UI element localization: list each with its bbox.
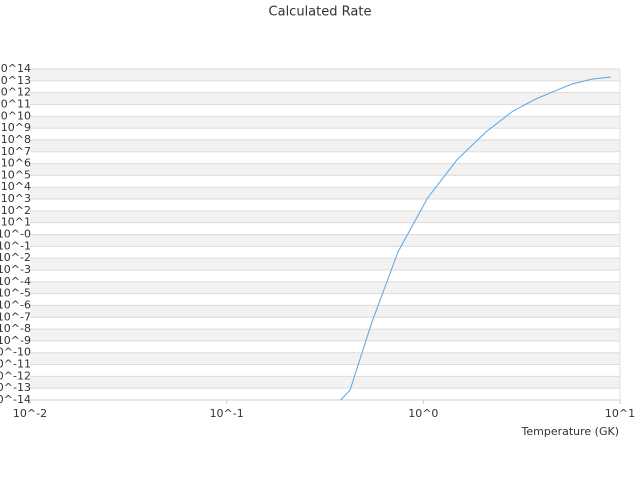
y-tick-label: 10^2	[1, 204, 31, 217]
grid-band	[30, 187, 620, 200]
y-tick-label: 10^4	[1, 180, 31, 193]
data-line	[340, 76, 612, 400]
y-tick-label: 10^10	[0, 109, 31, 122]
grid-band	[30, 139, 620, 152]
y-tick-label: 10^-6	[0, 298, 31, 311]
y-tick-label: 10^3	[1, 192, 31, 205]
y-tick-label: 10^13	[0, 74, 31, 87]
x-tick-label: 10^0	[408, 407, 438, 420]
y-tick-label: 10^-10	[0, 346, 31, 359]
x-tick-label: 10^1	[605, 407, 635, 420]
y-tick-label: 10^-7	[0, 310, 31, 323]
y-tick-label: 10^-12	[0, 369, 31, 382]
grid-band	[30, 258, 620, 270]
y-tick-label: 10^6	[1, 157, 31, 170]
y-tick-label: 10^1	[1, 216, 31, 229]
grid-band	[30, 163, 620, 176]
grid-band	[30, 234, 620, 247]
grid-band	[30, 210, 620, 223]
y-tick-label: 10^9	[1, 121, 31, 134]
y-tick-label: 10^-4	[0, 275, 31, 288]
y-tick-label: 10^-0	[0, 228, 31, 241]
grid-band	[30, 69, 620, 81]
y-tick-label: 10^-11	[0, 358, 31, 371]
grid-band	[30, 116, 620, 129]
grid-band	[30, 305, 620, 318]
x-tick-label: 10^-1	[210, 407, 244, 420]
y-tick-label: 10^-1	[0, 239, 31, 252]
x-axis-label: Temperature (GK)	[521, 425, 620, 438]
y-tick-label: 10^-2	[0, 251, 31, 264]
y-tick-label: 10^8	[1, 133, 31, 146]
grid-band	[30, 281, 620, 294]
y-tick-label: 10^5	[1, 168, 31, 181]
chart-title: Calculated Rate	[269, 5, 372, 20]
grid-band	[30, 376, 620, 389]
y-tick-label: 10^12	[0, 86, 31, 99]
y-tick-label: 10^7	[1, 145, 31, 158]
y-tick-label: 10^14	[0, 62, 31, 75]
y-tick-label: 10^-5	[0, 287, 31, 300]
y-tick-label: 10^-9	[0, 334, 31, 347]
y-tick-label: 10^11	[0, 97, 31, 110]
grid-band	[30, 329, 620, 341]
y-tick-label: 10^-14	[0, 393, 31, 406]
x-tick-label: 10^-2	[13, 407, 47, 420]
grid-band	[30, 352, 620, 365]
y-tick-label: 10^-3	[0, 263, 31, 276]
grid-band	[30, 92, 620, 105]
y-tick-label: 10^-13	[0, 381, 31, 394]
y-tick-label: 10^-8	[0, 322, 31, 335]
